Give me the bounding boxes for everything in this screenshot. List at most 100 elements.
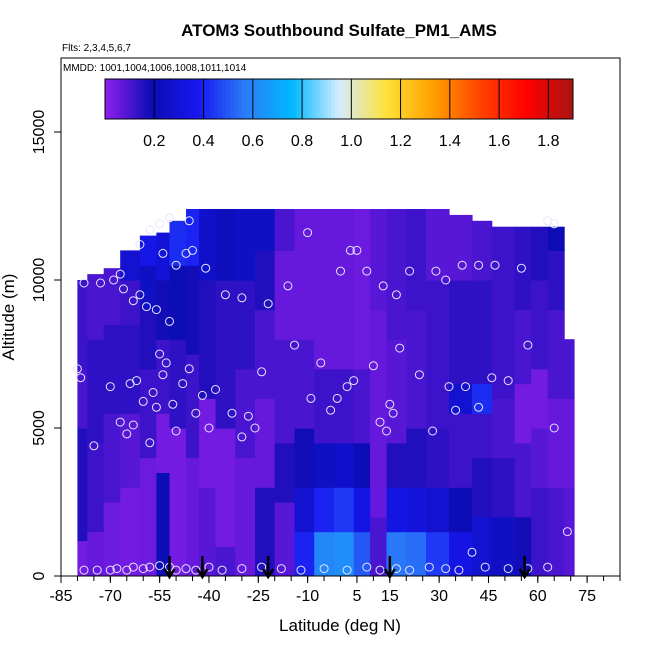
- observation-point: [171, 426, 181, 436]
- observation-point: [257, 562, 267, 572]
- heat-cell: [314, 368, 335, 444]
- heat-cell: [274, 339, 295, 444]
- colorbar-segment: [549, 79, 554, 119]
- colorbar-segment: [534, 79, 539, 119]
- heat-cell: [169, 265, 187, 340]
- chart-title: ATOM3 Southbound Sulfate_PM1_AMS: [181, 21, 497, 40]
- observation-point: [503, 564, 513, 574]
- heat-cell: [472, 457, 493, 518]
- heat-cell: [255, 309, 276, 399]
- observation-point: [326, 405, 336, 415]
- x-tick-label: 75: [578, 588, 596, 605]
- heat-cell: [472, 516, 493, 576]
- observation-point: [119, 284, 128, 294]
- colorbar-frame: [104, 78, 574, 120]
- heat-cell: [514, 383, 532, 444]
- observation-point: [155, 561, 165, 571]
- observation-point: [349, 376, 359, 386]
- observation-point: [516, 263, 526, 273]
- observation-point: [89, 441, 99, 451]
- heat-cell: [472, 383, 493, 414]
- colorbar-segment: [237, 79, 242, 119]
- observation-point: [345, 245, 355, 255]
- colorbar-segment: [128, 79, 133, 119]
- observation-point: [191, 408, 201, 418]
- colorbar-segment: [350, 79, 356, 119]
- heat-cell: [139, 457, 157, 576]
- heat-cell: [547, 226, 565, 251]
- heat-cell: [103, 324, 121, 414]
- observation-point: [135, 240, 145, 249]
- colorbar-segment: [249, 79, 254, 119]
- colorbar-segment: [506, 79, 512, 119]
- observation-point: [178, 379, 188, 389]
- observation-point: [197, 390, 207, 400]
- colorbar-segment: [409, 79, 414, 119]
- y-axis: 0 5000 10000 15000: [31, 110, 61, 580]
- colorbar-segment: [163, 79, 168, 119]
- heat-cell: [449, 531, 473, 576]
- dates-label: MMDD: 1001,1004,1006,1008,1011,1014: [63, 63, 247, 74]
- colorbar-segment: [136, 79, 141, 119]
- heat-cell: [386, 442, 407, 488]
- observation-point: [145, 225, 155, 235]
- colorbar-segment: [124, 79, 129, 119]
- colorbar-segment: [183, 79, 188, 119]
- observation-point: [115, 417, 125, 427]
- colorbar-segment: [491, 79, 496, 119]
- observation-point: [316, 358, 326, 368]
- observation-point: [237, 564, 247, 574]
- observation-point: [257, 367, 267, 377]
- colorbar-segment: [264, 79, 270, 119]
- heat-cell: [87, 339, 105, 444]
- observation-point: [375, 565, 385, 575]
- heat-cell: [564, 487, 575, 576]
- observation-point: [362, 562, 372, 572]
- observation-point: [191, 565, 201, 575]
- observation-point: [145, 438, 155, 448]
- observation-point: [487, 373, 497, 383]
- heat-cell: [294, 531, 315, 576]
- observation-point: [441, 564, 451, 574]
- heat-cell: [274, 502, 295, 576]
- colorbar-segment: [261, 79, 266, 119]
- colorbar-segment: [315, 79, 320, 119]
- observation-point: [112, 564, 122, 574]
- observation-point: [184, 364, 194, 374]
- heat-cell: [370, 516, 388, 576]
- heat-cell: [314, 442, 335, 488]
- heat-cell: [426, 209, 450, 281]
- colorbar-segment: [202, 79, 207, 119]
- colorbar-segment: [140, 79, 145, 119]
- colorbar-segment: [206, 79, 211, 119]
- heat-cell: [406, 209, 427, 311]
- heatmap-layer: [77, 209, 575, 576]
- heat-cell: [215, 209, 236, 281]
- heat-cell: [120, 324, 141, 414]
- y-tick-label: 5000: [31, 410, 48, 446]
- heat-cell: [514, 309, 532, 385]
- heat-cell: [294, 487, 315, 533]
- profile-arrow: [163, 556, 176, 580]
- flights-label: Flts: 2,3,4,5,6,7: [62, 43, 131, 54]
- colorbar-tick-label: 1.6: [488, 133, 510, 150]
- colorbar-segment: [502, 79, 508, 119]
- colorbar-segment: [214, 79, 219, 119]
- heat-cell: [103, 502, 121, 576]
- heat-cell: [491, 516, 516, 576]
- heat-cell: [235, 457, 256, 576]
- observation-point: [523, 340, 533, 350]
- observation-point: [283, 281, 293, 291]
- observation-point: [171, 565, 181, 575]
- colorbar-segment: [526, 79, 531, 119]
- colorbar-segment: [448, 79, 453, 119]
- heat-cell: [406, 309, 427, 429]
- observation-point: [263, 299, 273, 309]
- heat-cell: [531, 280, 549, 370]
- observation-point: [151, 402, 161, 412]
- profile-arrow: [196, 556, 209, 580]
- colorbar-segment: [510, 79, 515, 119]
- heat-cell: [255, 398, 276, 488]
- heat-cell: [156, 232, 171, 281]
